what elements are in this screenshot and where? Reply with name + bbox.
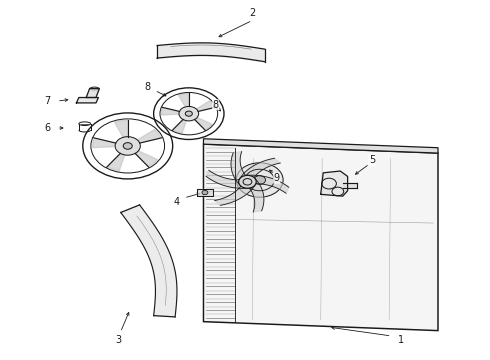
Polygon shape [172,120,186,133]
Polygon shape [178,94,189,107]
Polygon shape [121,205,177,317]
Circle shape [254,176,266,184]
Polygon shape [196,101,215,112]
Polygon shape [76,98,98,103]
Text: 3: 3 [115,334,121,345]
Polygon shape [203,144,438,330]
Polygon shape [231,152,250,186]
Text: 5: 5 [369,155,375,165]
Text: 7: 7 [44,96,50,106]
Text: 1: 1 [398,334,404,345]
Circle shape [179,107,198,121]
Polygon shape [206,170,249,188]
Polygon shape [239,158,280,183]
Polygon shape [107,153,124,171]
Polygon shape [135,151,157,167]
Text: 8: 8 [213,100,219,110]
Polygon shape [246,175,289,193]
Circle shape [236,163,283,197]
Text: 9: 9 [274,173,280,183]
Polygon shape [137,129,161,143]
Circle shape [115,137,140,155]
Circle shape [202,190,208,195]
Circle shape [123,143,132,149]
Polygon shape [245,177,264,212]
Polygon shape [161,107,179,115]
Circle shape [185,111,193,116]
Polygon shape [197,189,213,196]
Polygon shape [93,138,116,148]
Text: 6: 6 [44,123,50,133]
Text: 2: 2 [249,8,255,18]
Polygon shape [343,183,357,188]
Polygon shape [115,120,128,138]
Polygon shape [215,181,256,205]
Circle shape [239,175,256,188]
Polygon shape [195,117,212,130]
Text: 4: 4 [173,197,180,207]
Polygon shape [321,171,347,196]
Polygon shape [86,89,99,98]
Polygon shape [203,139,438,153]
Text: 8: 8 [144,82,150,92]
